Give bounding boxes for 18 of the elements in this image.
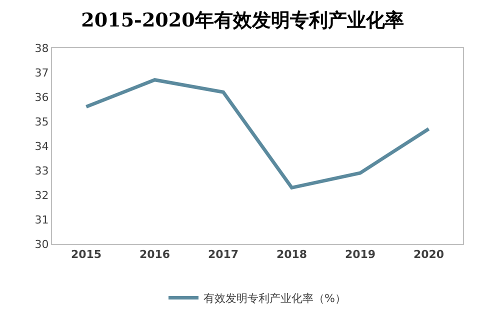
y-tick-label: 36 <box>34 90 49 104</box>
line-series <box>84 78 430 190</box>
y-tick-label: 37 <box>34 66 49 80</box>
y-tick-label: 35 <box>34 115 49 128</box>
x-tick-label: 2017 <box>208 248 239 262</box>
x-tick-label: 2019 <box>344 248 376 262</box>
x-tick-label: 2018 <box>276 248 308 262</box>
legend-label: 有效发明专利产业化率（%） <box>204 292 346 305</box>
y-tick-label: 32 <box>34 188 49 202</box>
x-tick-label: 2015 <box>70 248 102 262</box>
chart-title: 2015-2020年有效发明专利产业化率 <box>81 9 404 32</box>
y-tick-label: 30 <box>34 238 49 251</box>
y-tick-label: 31 <box>34 213 49 226</box>
y-tick-label: 33 <box>34 164 49 178</box>
y-tick-label: 34 <box>34 140 49 153</box>
y-tick-label: 38 <box>34 42 49 55</box>
x-tick-label: 2020 <box>413 248 444 262</box>
x-tick-label: 2016 <box>139 248 170 262</box>
